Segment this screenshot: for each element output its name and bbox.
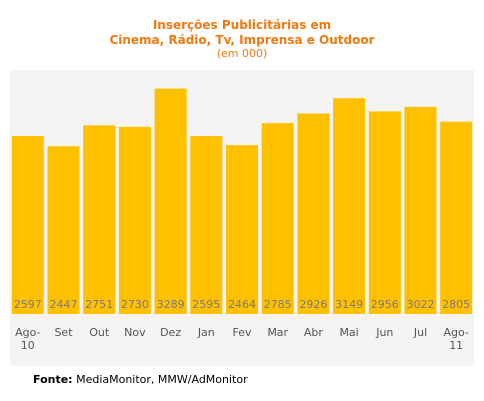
source-text: MediaMonitor, MMW/AdMonitor (76, 373, 248, 386)
source-label: Fonte: (33, 373, 73, 386)
value-label: 2785 (264, 298, 292, 311)
x-tick-label: Jan (197, 326, 215, 339)
value-label: 2595 (192, 298, 220, 311)
x-tick-labels-group: Ago-10 Set Out Nov Dez Jan Fev Mar Abr Mai Jun Jul A… (15, 326, 469, 352)
x-tick-label: Nov (124, 326, 146, 339)
value-label: 2805 (442, 298, 470, 311)
x-tick-label: Jul (413, 326, 427, 339)
value-label: 3149 (335, 298, 363, 311)
value-label: 2464 (228, 298, 256, 311)
value-label: 2730 (121, 298, 149, 311)
value-label: 2956 (371, 298, 399, 311)
value-label: 2751 (85, 298, 113, 311)
bar-mai (333, 98, 366, 314)
x-tick-label: Set (54, 326, 73, 339)
x-tick-label: Ago-10 (15, 326, 40, 352)
source-note: Fonte: MediaMonitor, MMW/AdMonitor (33, 373, 248, 386)
chart-title-line-2: Cinema, Rádio, Tv, Imprensa e Outdoor (109, 33, 375, 47)
value-label: 2447 (50, 298, 78, 311)
value-labels-group: 2597 2447 2751 2730 3289 2595 2464 2785 2926 3149… (14, 298, 470, 311)
x-tick-label: Ago-11 (443, 326, 468, 352)
value-label: 3289 (157, 298, 185, 311)
bar-abr (297, 113, 330, 314)
bar-set (47, 146, 80, 314)
bar-jul (404, 106, 437, 315)
chart-title-line-1: Inserções Publicitárias em (152, 18, 332, 32)
chart-subtitle: (em 000) (216, 47, 268, 60)
bar-nov (118, 126, 151, 315)
bar-out (83, 125, 116, 315)
bar-dez (154, 88, 187, 314)
value-label: 2597 (14, 298, 42, 311)
bar-fev (226, 145, 258, 314)
bar-jan (190, 136, 223, 314)
x-tick-label: Fev (232, 326, 251, 339)
x-tick-label: Out (89, 326, 110, 339)
bar-mar (261, 123, 294, 314)
value-label: 2926 (299, 298, 327, 311)
x-tick-label: Mar (267, 326, 288, 339)
bar-jun (368, 111, 401, 315)
value-label: 3022 (407, 298, 435, 311)
x-tick-label: Dez (160, 326, 181, 339)
bar-ago-11 (440, 121, 473, 314)
x-tick-label: Mai (339, 326, 358, 339)
bars-group (11, 88, 473, 315)
x-tick-label: Jun (375, 326, 393, 339)
x-tick-label: Abr (304, 326, 324, 339)
bar-ago-10 (11, 136, 44, 314)
